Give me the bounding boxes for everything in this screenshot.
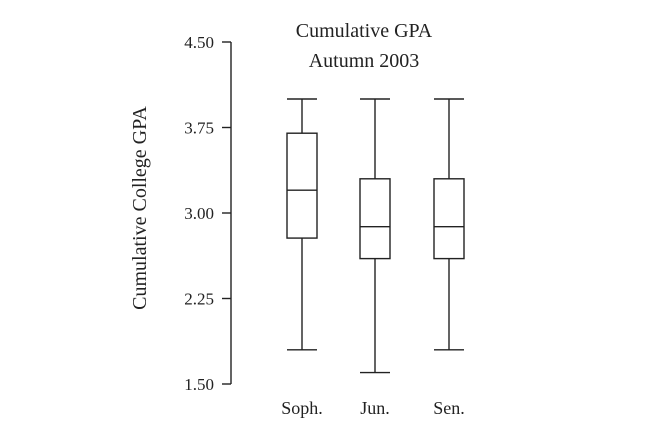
y-tick-label: 3.75 xyxy=(184,119,214,138)
box-series xyxy=(286,98,465,374)
y-tick-label: 4.50 xyxy=(184,33,214,52)
iqr-box xyxy=(359,178,391,260)
y-tick-label: 2.25 xyxy=(184,290,214,309)
y-tick-label: 3.00 xyxy=(184,204,214,223)
category-labels: Soph. Jun. Sen. xyxy=(281,398,465,418)
category-label: Jun. xyxy=(360,398,390,418)
y-tick-label: 1.50 xyxy=(184,375,214,394)
chart-title-line-1: Cumulative GPA xyxy=(296,20,433,42)
iqr-box xyxy=(433,178,465,260)
category-label: Sen. xyxy=(433,398,465,418)
iqr-box xyxy=(286,132,318,239)
chart-title-line-2: Autumn 2003 xyxy=(309,50,420,72)
box-sen xyxy=(433,98,465,351)
y-axis-ticks: 1.50 2.25 3.00 3.75 4.50 xyxy=(184,33,231,394)
chart-title: Cumulative GPA Autumn 2003 xyxy=(296,20,433,72)
y-axis-label: Cumulative College GPA xyxy=(129,106,151,310)
box-soph xyxy=(286,98,318,351)
box-jun xyxy=(359,98,391,374)
category-label: Soph. xyxy=(281,398,323,418)
